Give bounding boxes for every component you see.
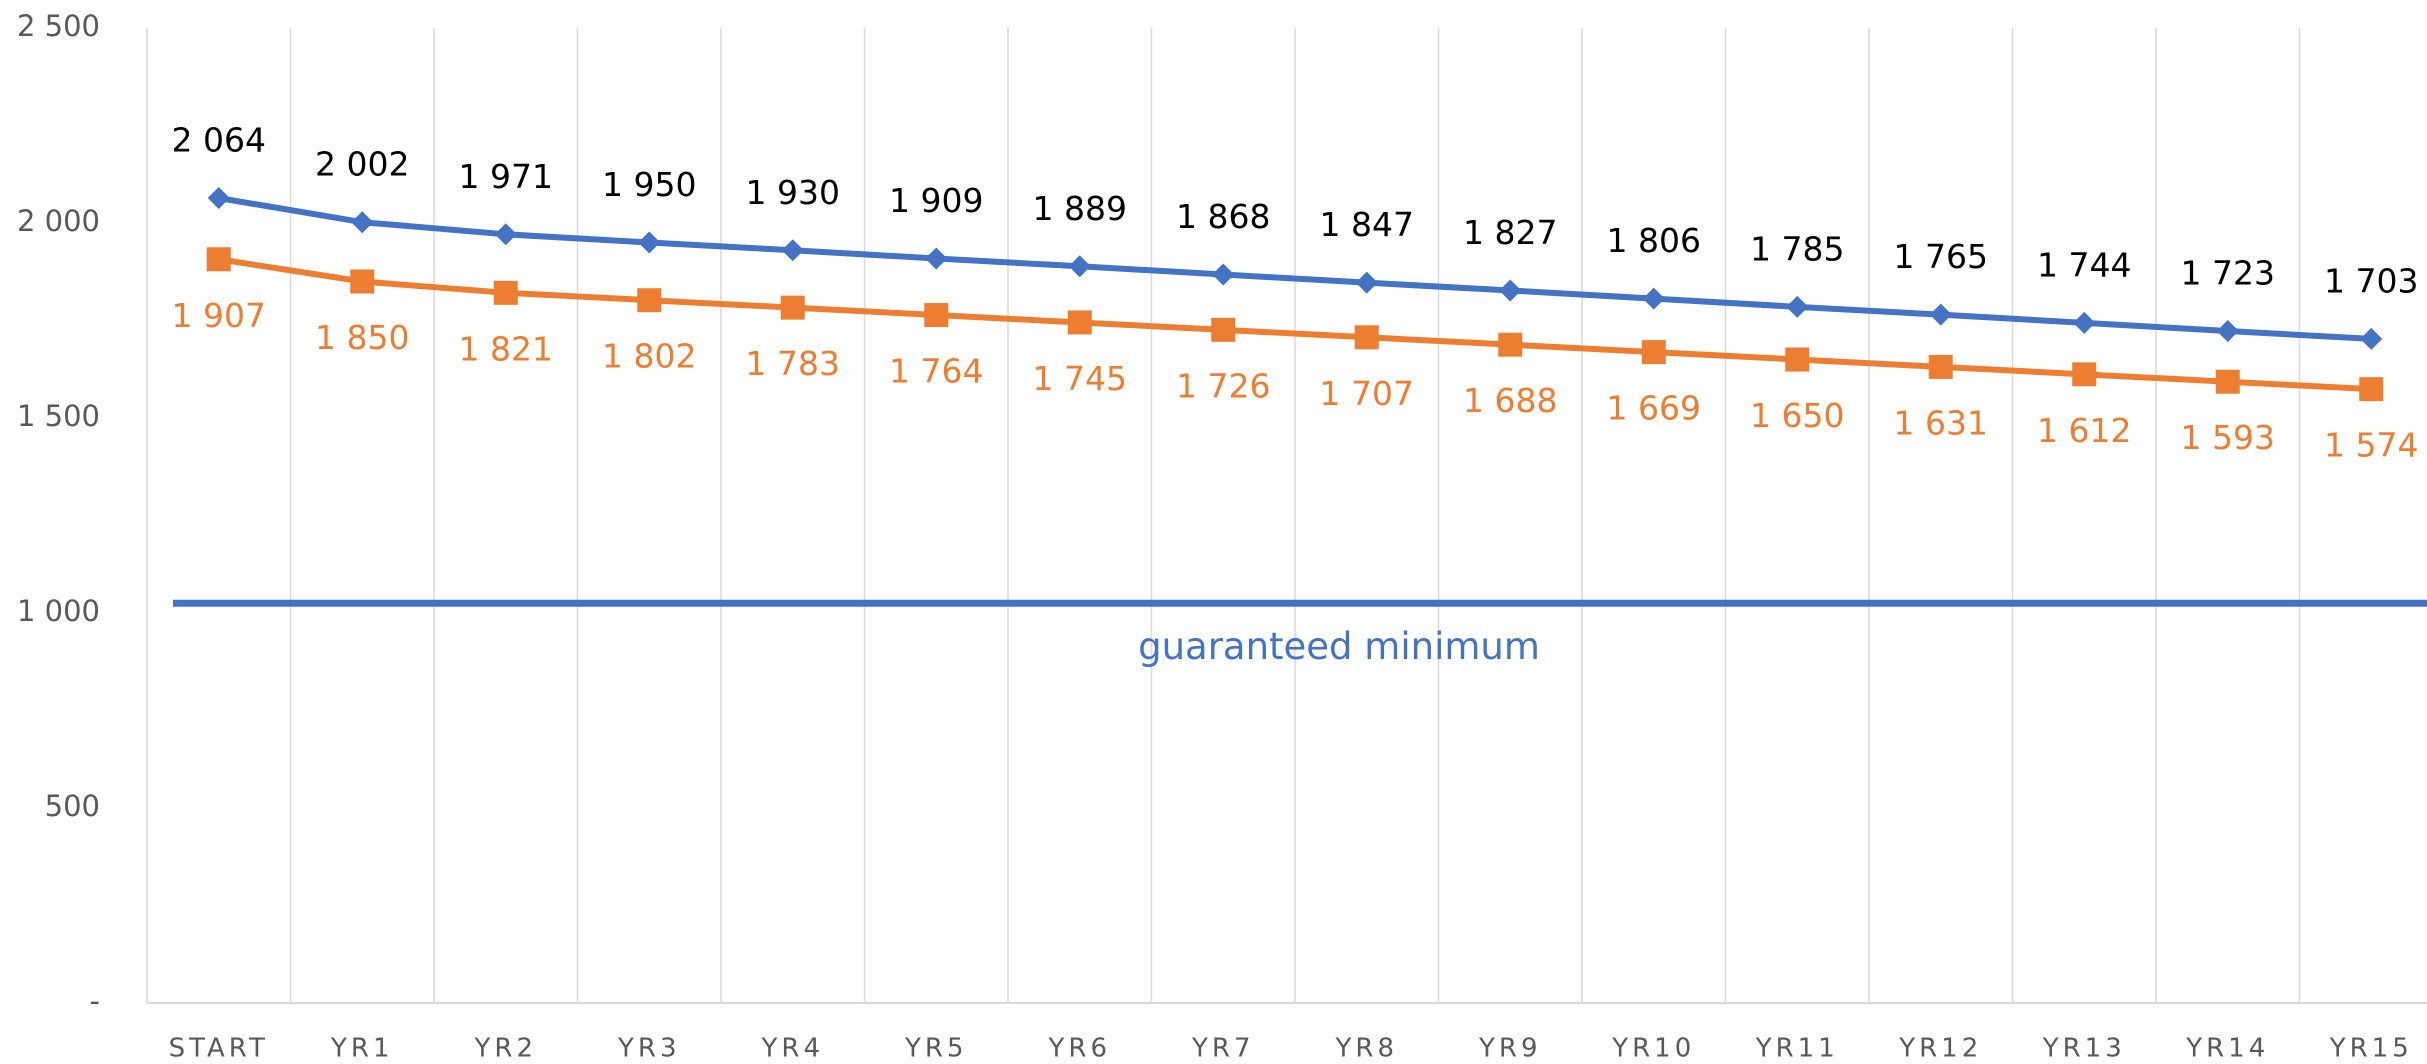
marker bbox=[1928, 354, 1953, 379]
data-label: 1 631 bbox=[1894, 403, 1988, 442]
x-tick-label: YR2 bbox=[474, 1034, 538, 1064]
marker bbox=[1498, 332, 1523, 357]
marker bbox=[1641, 340, 1666, 365]
y-tick-label: 1 000 bbox=[17, 594, 100, 628]
data-label: 1 889 bbox=[1033, 189, 1127, 228]
data-label: 1 783 bbox=[746, 344, 840, 383]
x-tick-label: YR14 bbox=[2185, 1034, 2269, 1064]
x-tick-label: YR15 bbox=[2329, 1034, 2413, 1064]
data-label: 1 688 bbox=[1463, 381, 1557, 420]
x-tick-label: YR11 bbox=[1755, 1034, 1839, 1064]
series-line bbox=[218, 256, 2372, 393]
marker bbox=[1786, 295, 1809, 318]
marker bbox=[1212, 263, 1235, 286]
x-tick-label: YR13 bbox=[2042, 1034, 2126, 1064]
marker bbox=[2072, 362, 2097, 387]
marker bbox=[2359, 377, 2384, 402]
marker bbox=[1785, 347, 1810, 372]
data-label: 1 850 bbox=[315, 318, 409, 357]
marker bbox=[207, 187, 230, 210]
x-tick-label: YR9 bbox=[1478, 1034, 1542, 1064]
series-line bbox=[218, 195, 2372, 342]
data-label: 1 745 bbox=[1033, 359, 1127, 398]
data-label: 1 593 bbox=[2181, 418, 2275, 457]
data-label: 2 002 bbox=[315, 145, 409, 184]
marker bbox=[638, 231, 661, 254]
marker bbox=[206, 247, 231, 272]
marker bbox=[1067, 310, 1092, 335]
marker bbox=[350, 269, 375, 294]
data-label: 1 765 bbox=[1894, 237, 1988, 276]
marker bbox=[1929, 303, 1952, 326]
marker bbox=[1499, 279, 1522, 302]
y-tick-label: 2 500 bbox=[17, 9, 100, 43]
marker bbox=[2215, 369, 2240, 394]
marker bbox=[781, 239, 804, 262]
marker bbox=[780, 295, 805, 320]
data-label: 1 907 bbox=[172, 296, 266, 335]
data-label: 1 806 bbox=[1607, 221, 1701, 260]
y-tick-label: 500 bbox=[45, 789, 100, 823]
data-label: 1 785 bbox=[1750, 229, 1844, 268]
marker bbox=[1068, 255, 1091, 278]
marker bbox=[493, 280, 518, 305]
marker bbox=[1642, 287, 1665, 310]
data-label: 1 650 bbox=[1750, 396, 1844, 435]
data-label: 1 821 bbox=[459, 329, 553, 368]
data-label: 1 574 bbox=[2324, 426, 2418, 465]
data-label: 1 723 bbox=[2181, 254, 2275, 293]
y-tick-label: 1 500 bbox=[17, 399, 100, 433]
data-label: 1 726 bbox=[1176, 366, 1270, 405]
marker bbox=[924, 303, 949, 328]
data-label: 1 703 bbox=[2324, 261, 2418, 300]
x-tick-label: YR12 bbox=[1898, 1034, 1982, 1064]
data-label: 1 868 bbox=[1176, 197, 1270, 236]
marker bbox=[494, 223, 517, 246]
data-label: 1 971 bbox=[459, 157, 553, 196]
data-label: 1 847 bbox=[1320, 205, 1414, 244]
y-tick-label: - bbox=[90, 984, 100, 1018]
x-tick-label: START bbox=[169, 1034, 269, 1064]
data-label: 1 612 bbox=[2037, 411, 2131, 450]
data-label: 1 707 bbox=[1320, 374, 1414, 413]
data-label: 1 950 bbox=[602, 165, 696, 204]
marker bbox=[2360, 327, 2383, 350]
data-label: 1 764 bbox=[889, 352, 983, 391]
x-tick-label: YR10 bbox=[1611, 1034, 1695, 1064]
marker bbox=[1211, 317, 1236, 342]
marker bbox=[351, 211, 374, 234]
data-label: 2 064 bbox=[172, 121, 266, 160]
reference-label: guaranteed minimum bbox=[1138, 625, 1540, 668]
data-label: 1 827 bbox=[1463, 213, 1557, 252]
x-tick-label: YR8 bbox=[1335, 1034, 1399, 1064]
y-tick-label: 2 000 bbox=[17, 204, 100, 238]
marker bbox=[925, 247, 948, 270]
data-label: 1 744 bbox=[2037, 245, 2131, 284]
x-tick-label: YR7 bbox=[1191, 1034, 1255, 1064]
data-label: 1 909 bbox=[889, 181, 983, 220]
marker bbox=[637, 288, 662, 313]
x-tick-label: YR3 bbox=[617, 1034, 681, 1064]
x-tick-label: YR6 bbox=[1048, 1034, 1112, 1064]
data-label: 1 802 bbox=[602, 337, 696, 376]
data-label: 1 930 bbox=[746, 173, 840, 212]
x-tick-label: YR4 bbox=[761, 1034, 825, 1064]
data-label: 1 669 bbox=[1607, 389, 1701, 428]
marker bbox=[1355, 271, 1378, 294]
marker bbox=[1354, 325, 1379, 350]
marker bbox=[2073, 311, 2096, 334]
marker bbox=[2216, 320, 2239, 343]
x-tick-label: YR5 bbox=[904, 1034, 968, 1064]
x-tick-label: YR1 bbox=[330, 1034, 394, 1064]
